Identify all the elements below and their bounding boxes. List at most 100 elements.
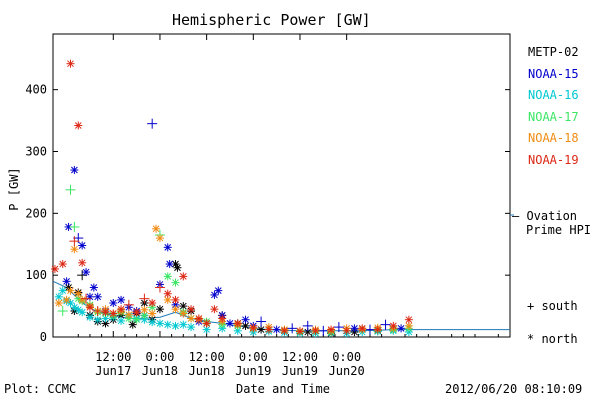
data-point-south [256, 316, 267, 327]
data-point-north [82, 268, 91, 277]
x-tick-date: Jun18 [142, 364, 178, 378]
data-point-north [62, 277, 71, 286]
y-tick-label: 100 [25, 268, 47, 282]
data-point-north [171, 305, 180, 314]
data-point-north [342, 326, 351, 335]
x-tick-time: 0:00 [332, 350, 361, 364]
data-point-north [280, 326, 289, 335]
data-point-north [54, 298, 63, 307]
data-point-north [218, 314, 227, 323]
data-point-south [69, 221, 80, 232]
legend-item: NOAA-17 [528, 109, 579, 124]
data-point-north [93, 292, 102, 301]
data-point-north [358, 324, 367, 333]
y-tick-label: 0 [40, 330, 47, 344]
data-point-north [66, 59, 75, 68]
data-point-north [155, 305, 164, 314]
y-axis-label: P [GW] [7, 167, 21, 211]
data-point-north [132, 308, 141, 317]
data-point-south [364, 324, 375, 335]
data-point-north [233, 319, 242, 328]
data-point-south [65, 184, 76, 195]
legend-item: METP-02 [528, 45, 579, 59]
data-point-north [311, 326, 320, 335]
data-point-south [92, 306, 103, 317]
data-point-north [373, 325, 382, 334]
x-axis-label: Date and Time [236, 382, 330, 396]
data-point-north [249, 323, 258, 332]
data-point-north [155, 234, 164, 243]
legend-item: NOAA-15 [528, 66, 579, 81]
data-point-south [123, 299, 134, 310]
data-points [50, 59, 413, 338]
south-symbol-legend: + south [527, 299, 578, 313]
data-point-north [264, 325, 273, 334]
data-point-north [85, 303, 94, 312]
data-point-north [78, 308, 87, 317]
data-point-north [89, 283, 98, 292]
y-tick-label: 400 [25, 83, 47, 97]
data-point-north [163, 320, 172, 329]
data-point-south [147, 118, 158, 129]
data-point-south [81, 293, 92, 304]
ovation-legend-line1: – Ovation [512, 209, 578, 223]
data-point-south [139, 293, 150, 304]
legend-item: NOAA-18 [528, 131, 579, 145]
data-point-north [70, 245, 79, 254]
data-point-north [327, 325, 336, 334]
data-point-north [187, 305, 196, 314]
data-point-north [74, 289, 83, 298]
x-tick-time: 0:00 [146, 350, 175, 364]
data-point-north [101, 308, 110, 317]
x-tick-time: 0:00 [239, 350, 268, 364]
data-point-north [148, 318, 157, 327]
data-point-north [124, 310, 133, 319]
plot-source: Plot: CCMC [4, 382, 77, 396]
data-point-north [171, 295, 180, 304]
data-point-north [233, 326, 242, 335]
data-point-north [50, 264, 59, 273]
data-point-north [148, 298, 157, 307]
data-point-north [132, 315, 141, 324]
x-axis: 12:00Jun170:00Jun1812:00Jun180:00Jun1912… [77, 34, 499, 378]
data-point-north [117, 316, 126, 325]
plot-frame [52, 33, 511, 338]
legend-item: NOAA-19 [528, 152, 579, 167]
data-point-north [85, 292, 94, 301]
data-point-south [333, 322, 344, 333]
data-point-north [85, 313, 94, 322]
data-point-north [272, 325, 281, 334]
data-point-north [128, 320, 137, 329]
data-point-north [179, 272, 188, 281]
data-point-north [163, 243, 172, 252]
data-point-north [257, 325, 266, 334]
data-point-north [404, 315, 413, 324]
y-tick-label: 200 [25, 206, 47, 220]
data-point-north [140, 305, 149, 314]
x-tick-date: Jun17 [95, 364, 131, 378]
data-point-north [210, 305, 219, 314]
data-point-south [154, 282, 165, 293]
data-point-south [69, 236, 80, 247]
data-point-north [109, 298, 118, 307]
x-tick-time: 12:00 [95, 350, 131, 364]
data-point-north [66, 286, 75, 295]
data-point-north [70, 166, 79, 175]
data-point-north [165, 260, 174, 269]
data-point-north [54, 292, 63, 301]
data-point-north [155, 319, 164, 328]
data-point-south [318, 325, 329, 336]
data-point-north [225, 319, 234, 328]
data-point-north [117, 305, 126, 314]
data-point-north [171, 321, 180, 330]
data-point-north [214, 286, 223, 295]
data-point-north [295, 327, 304, 336]
data-point-north [397, 324, 406, 333]
data-point-south [380, 319, 391, 330]
data-point-north [58, 260, 67, 269]
data-point-north [241, 315, 250, 324]
data-point-north [202, 319, 211, 328]
data-point-north [179, 309, 188, 318]
x-tick-date: Jun18 [189, 364, 225, 378]
